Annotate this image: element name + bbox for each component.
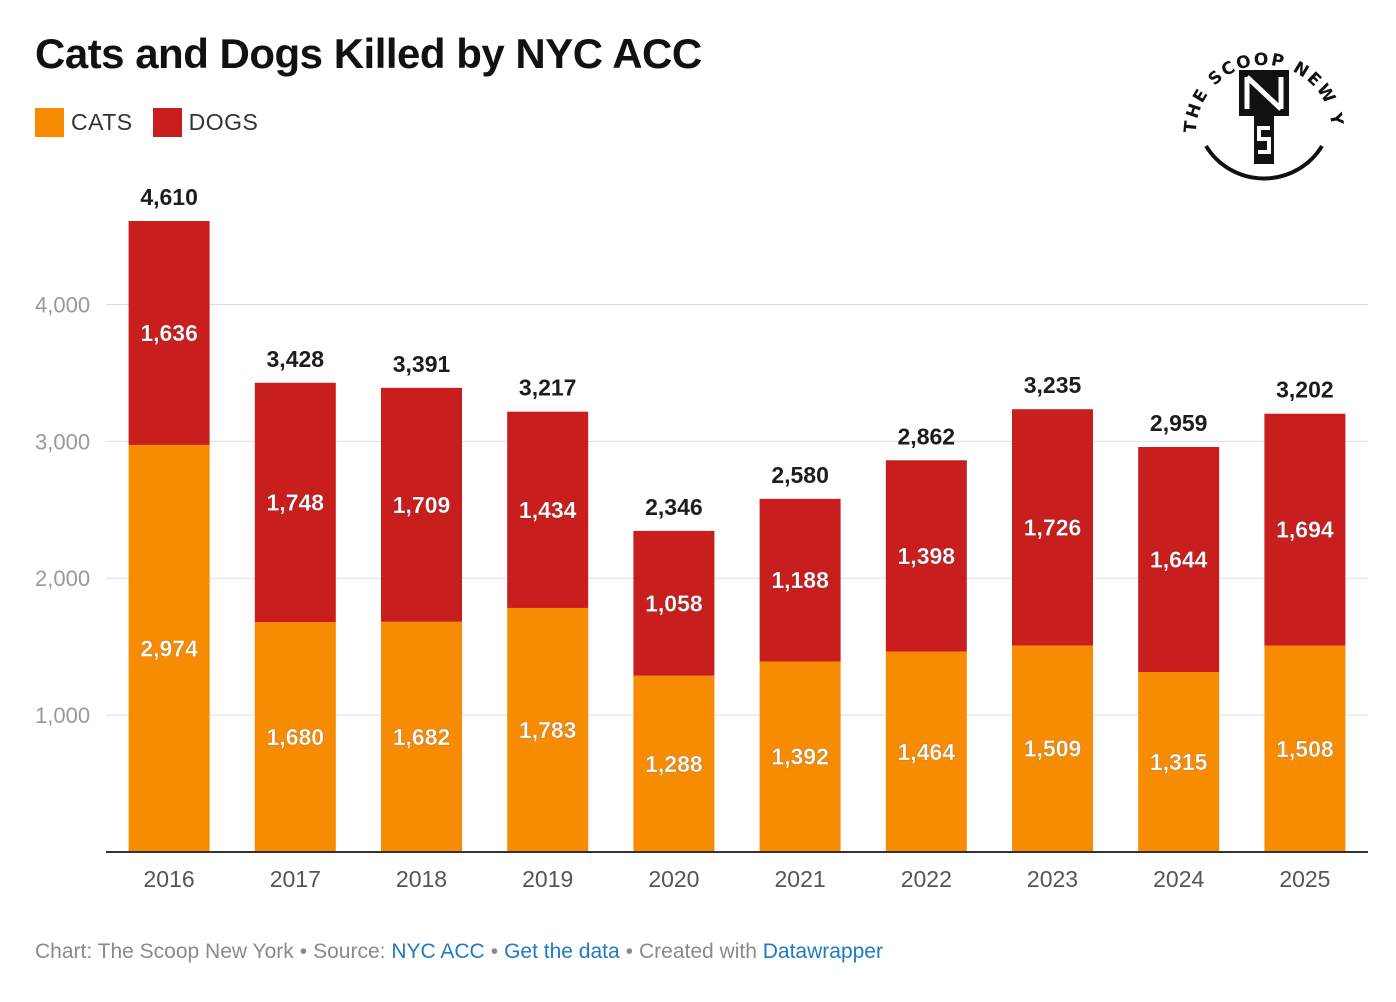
legend-label-dogs: DOGS [188,109,259,135]
value-label-cats: 1,392 [771,744,829,770]
bar-cats [885,651,967,852]
x-tick-label: 2022 [901,866,952,892]
total-label: 2,959 [1150,410,1208,436]
bar-dogs [507,411,589,608]
value-label-cats: 1,315 [1150,749,1208,775]
legend-swatch-cats [35,108,64,137]
chart-footer: Chart: The Scoop New York • Source: NYC AC… [35,940,883,964]
bar-dogs [254,382,336,623]
value-label-dogs: 1,709 [393,492,451,518]
value-label-cats: 1,680 [267,724,325,750]
y-tick-label: 3,000 [35,429,90,454]
legend-swatch-dogs [152,108,182,137]
x-tick-label: 2018 [396,866,447,892]
x-tick-label: 2016 [144,866,195,892]
footer-separator: • [299,940,308,963]
value-label-cats: 1,464 [898,739,956,765]
y-tick-label: 1,000 [35,703,90,728]
legend-item-dogs: DOGS [152,108,259,137]
bar-cats [1012,645,1093,852]
total-label: 2,580 [771,462,829,488]
total-label: 3,428 [267,346,325,372]
bar-dogs [128,221,210,445]
footer-created-prefix: Created with [639,940,757,963]
footer-separator: • [490,940,499,963]
value-label-dogs: 1,188 [771,567,829,593]
footer-source-link[interactable]: NYC ACC [391,940,485,963]
total-label: 3,235 [1024,372,1082,398]
total-label: 3,202 [1276,377,1334,403]
value-label-dogs: 1,726 [1024,514,1082,540]
footer-datawrapper-link[interactable]: Datawrapper [762,940,883,963]
bar-cats [1138,672,1220,852]
nts-monogram-icon: THE SCOOP NEW YORK [1170,13,1345,181]
legend: CATS DOGS [35,108,278,137]
x-tick-label: 2023 [1027,866,1078,892]
bar-cats [633,675,715,852]
total-label: 3,391 [393,351,451,377]
footer-chart-credit: Chart: The Scoop New York [35,940,294,963]
legend-item-cats: CATS [35,108,133,137]
footer-source-prefix: Source: [313,940,386,963]
x-tick-label: 2024 [1153,866,1204,892]
chart-title: Cats and Dogs Killed by NYC ACC [35,30,702,77]
bar-dogs [759,498,841,662]
bar-cats [759,661,841,852]
value-label-cats: 1,509 [1024,736,1082,762]
bar-dogs [381,387,462,622]
value-label-cats: 2,974 [140,635,198,661]
bar-cats [507,607,589,852]
scoop-new-york-logo: THE SCOOP NEW YORK [1170,13,1350,193]
value-label-dogs: 1,748 [267,489,325,515]
value-label-cats: 1,288 [645,751,703,777]
y-tick-label: 4,000 [35,292,90,317]
bar-dogs [1012,409,1093,646]
y-tick-label: 2,000 [35,566,90,591]
footer-get-data-link[interactable]: Get the data [504,940,620,963]
x-tick-label: 2019 [522,866,573,892]
footer-separator: • [625,940,634,963]
value-label-dogs: 1,636 [140,320,198,346]
x-tick-label: 2021 [775,866,826,892]
x-tick-label: 2025 [1279,866,1330,892]
value-label-dogs: 1,694 [1276,517,1334,543]
value-label-dogs: 1,434 [519,497,577,523]
bar-cats [254,622,336,852]
value-label-cats: 1,682 [393,724,451,750]
bar-cats [381,621,462,852]
bar-dogs [885,460,967,652]
value-label-dogs: 1,398 [898,543,956,569]
value-label-cats: 1,508 [1276,736,1334,762]
bar-dogs [1264,413,1346,646]
bar-cats [1264,645,1346,852]
total-label: 3,217 [519,375,577,401]
bar-cats [128,444,210,852]
x-tick-label: 2020 [648,866,699,892]
value-label-dogs: 1,644 [1150,546,1208,572]
total-label: 2,346 [645,494,703,520]
bar-dogs [633,530,715,676]
value-label-dogs: 1,058 [645,590,703,616]
legend-label-cats: CATS [71,109,133,135]
value-label-cats: 1,783 [519,717,577,743]
x-tick-label: 2017 [270,866,321,892]
total-label: 4,610 [140,184,198,210]
bar-dogs [1138,446,1220,673]
total-label: 2,862 [898,423,956,449]
